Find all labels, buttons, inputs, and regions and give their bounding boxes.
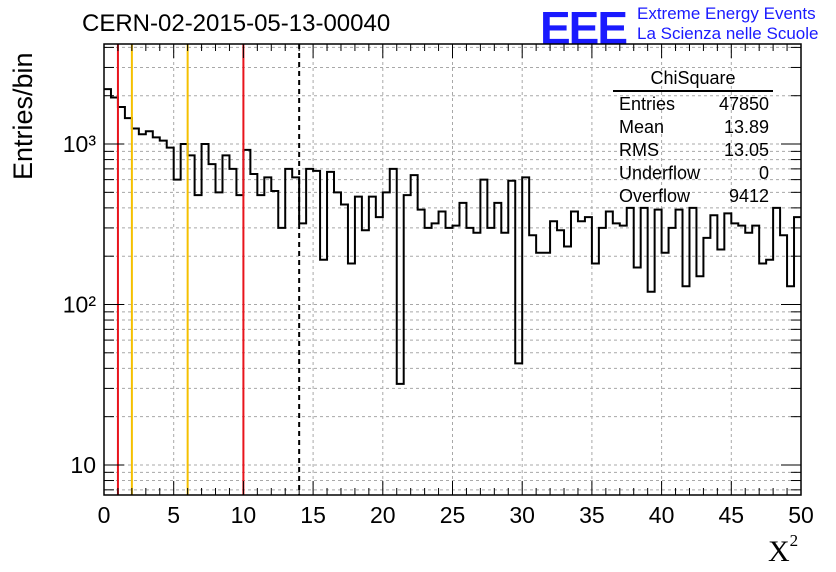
- chart-title: CERN-02-2015-05-13-00040: [82, 10, 391, 37]
- x-tick-label: 0: [98, 502, 111, 528]
- y-tick-label: 10³: [63, 131, 97, 157]
- x-tick-label: 5: [167, 502, 180, 528]
- x-tick-label: 35: [579, 502, 605, 528]
- stat-label: Overflow: [619, 186, 691, 206]
- stat-label: RMS: [619, 140, 659, 160]
- stat-label: Mean: [619, 117, 665, 137]
- eee-logo: EEE: [540, 2, 628, 54]
- stat-label: Entries: [619, 94, 676, 114]
- stats-title: ChiSquare: [650, 68, 736, 88]
- stat-label: Underflow: [619, 163, 701, 183]
- stats-box: ChiSquare Entries 47850 Mean 13.89 RMS 1…: [609, 68, 777, 209]
- stat-value: 0: [758, 163, 769, 183]
- stat-value: 9412: [728, 186, 769, 206]
- x-tick-label: 20: [370, 502, 396, 528]
- x-tick-label: 45: [719, 502, 745, 528]
- x-tick-label: 10: [231, 502, 257, 528]
- y-tick-label: 10²: [63, 291, 97, 317]
- stat-value: 47850: [718, 94, 769, 114]
- x-axis-label-sup: 2: [789, 531, 799, 550]
- x-tick-label: 25: [440, 502, 466, 528]
- stat-value: 13.05: [723, 140, 769, 160]
- stats-divider: [613, 90, 773, 92]
- x-tick-label: 40: [649, 502, 675, 528]
- x-tick-label: 15: [300, 502, 326, 528]
- x-axis-label-base: X: [768, 535, 790, 568]
- logo-tagline-2: La Scienza nelle Scuole: [637, 24, 819, 43]
- logo-tagline-1: Extreme Energy Events: [637, 4, 816, 23]
- y-axis-label: Entries/bin: [8, 52, 38, 180]
- x-tick-label: 30: [509, 502, 535, 528]
- stat-value: 13.89: [723, 117, 769, 137]
- y-tick-label: 10: [70, 452, 96, 478]
- histogram-outline: [104, 88, 801, 385]
- x-axis-label: X2: [768, 531, 798, 569]
- x-tick-label: 50: [788, 502, 814, 528]
